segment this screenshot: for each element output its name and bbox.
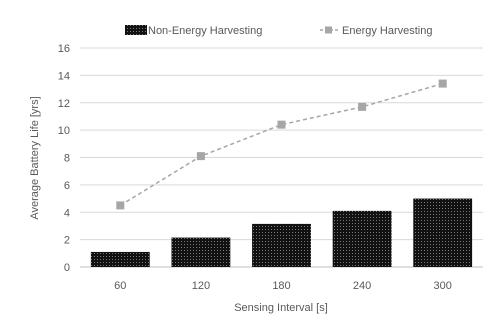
y-tick-label: 8 — [64, 153, 70, 165]
bar-non-energy-harvesting — [332, 210, 392, 267]
y-tick-label: 10 — [58, 125, 70, 137]
line-series — [116, 79, 447, 210]
point-energy-harvesting — [438, 79, 447, 88]
legend-label-non-energy-harvesting: Non-Energy Harvesting — [148, 25, 262, 37]
y-tick-label: 6 — [64, 180, 70, 192]
y-tick-label: 4 — [64, 207, 70, 219]
gridlines — [80, 47, 483, 268]
legend-label-energy-harvesting: Energy Harvesting — [342, 25, 433, 37]
y-tick-label: 16 — [58, 43, 70, 55]
x-tick-labels: 60 120 180 240 300 — [114, 280, 452, 292]
x-tick-label: 240 — [353, 280, 371, 292]
y-tick-labels: 0 2 4 6 8 10 12 14 16 — [58, 43, 70, 274]
y-axis-title: Average Battery Life [yrs] — [29, 96, 41, 219]
y-tick-label: 0 — [64, 262, 70, 274]
x-tick-label: 300 — [434, 280, 452, 292]
x-axis-title: Sensing Interval [s] — [234, 302, 328, 314]
point-energy-harvesting — [358, 102, 367, 111]
bar-non-energy-harvesting — [252, 223, 311, 267]
legend-swatch-non-energy-harvesting — [125, 25, 147, 35]
x-tick-label: 120 — [192, 280, 210, 292]
line-energy-harvesting — [119, 82, 443, 207]
bar-non-energy-harvesting — [413, 198, 473, 267]
point-energy-harvesting — [116, 201, 125, 210]
point-energy-harvesting — [196, 152, 205, 161]
bar-non-energy-harvesting — [171, 237, 231, 267]
legend: Non-Energy Harvesting Energy Harvesting — [125, 25, 433, 37]
x-tick-label: 180 — [272, 280, 290, 292]
y-tick-label: 12 — [58, 98, 70, 110]
y-tick-label: 14 — [58, 70, 70, 82]
point-energy-harvesting — [277, 120, 286, 129]
legend-marker-energy-harvesting — [325, 26, 332, 34]
bars — [90, 198, 473, 267]
x-tick-label: 60 — [114, 280, 126, 292]
y-tick-label: 2 — [64, 235, 70, 247]
bar-non-energy-harvesting — [90, 251, 150, 267]
